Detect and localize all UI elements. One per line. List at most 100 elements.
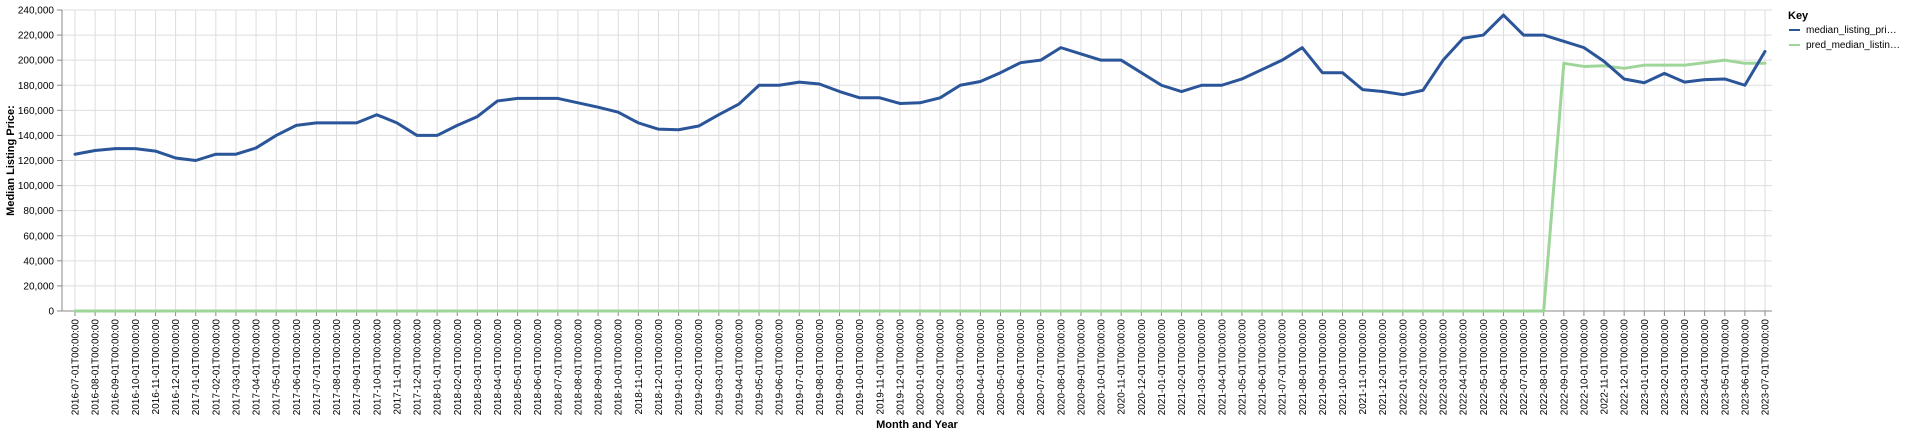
x-tick-label: 2017-07-01T00:00:00 (312, 319, 323, 416)
x-tick-label: 2023-05-01T00:00:00 (1720, 319, 1731, 416)
x-tick-label: 2019-11-01T00:00:00 (875, 319, 886, 415)
x-tick-label: 2021-02-01T00:00:00 (1177, 319, 1188, 416)
x-tick-label: 2016-10-01T00:00:00 (131, 319, 142, 416)
x-tick-label: 2020-05-01T00:00:00 (996, 319, 1007, 416)
y-tick-label: 0 (48, 307, 54, 318)
x-tick-label: 2018-12-01T00:00:00 (654, 319, 665, 416)
x-tick-label: 2022-04-01T00:00:00 (1459, 319, 1470, 416)
series-line-2 (73, 58, 1767, 313)
x-tick-label: 2022-03-01T00:00:00 (1439, 319, 1450, 416)
x-tick-label: 2023-07-01T00:00:00 (1761, 319, 1772, 416)
x-tick-label: 2020-07-01T00:00:00 (1036, 319, 1047, 416)
y-tick-label: 180,000 (18, 81, 55, 92)
x-tick-label: 2018-11-01T00:00:00 (634, 319, 645, 415)
x-axis-ticks: 2016-07-01T00:00:00 2016-08-01T00:00:00 20… (71, 311, 1772, 415)
y-axis-ticks: 0 20,000 40,000 60,000 80,000 100,000 120,000 1… (18, 6, 62, 318)
x-tick-label: 2023-04-01T00:00:00 (1700, 319, 1711, 416)
legend-title: Key (1788, 10, 1809, 22)
x-tick-label: 2020-03-01T00:00:00 (956, 319, 967, 416)
x-tick-label: 2022-08-01T00:00:00 (1539, 319, 1550, 416)
y-axis-title: Median Listing Price: (5, 105, 17, 216)
x-tick-label: 2020-08-01T00:00:00 (1056, 319, 1067, 416)
x-tick-label: 2023-01-01T00:00:00 (1640, 319, 1651, 416)
x-tick-label: 2018-05-01T00:00:00 (513, 319, 524, 416)
x-tick-label: 2018-06-01T00:00:00 (533, 319, 544, 416)
x-tick-label: 2020-01-01T00:00:00 (916, 319, 927, 416)
x-tick-label: 2016-11-01T00:00:00 (151, 319, 162, 415)
x-tick-label: 2021-07-01T00:00:00 (1278, 319, 1289, 416)
x-tick-label: 2018-09-01T00:00:00 (594, 319, 605, 416)
x-tick-label: 2017-11-01T00:00:00 (392, 319, 403, 415)
y-tick-label: 220,000 (18, 31, 55, 42)
x-tick-label: 2017-09-01T00:00:00 (352, 319, 363, 416)
x-tick-label: 2017-03-01T00:00:00 (231, 319, 242, 416)
y-tick-label: 120,000 (18, 156, 55, 167)
x-tick-label: 2019-01-01T00:00:00 (674, 319, 685, 416)
x-tick-label: 2022-09-01T00:00:00 (1559, 319, 1570, 416)
y-tick-label: 200,000 (18, 56, 55, 67)
y-tick-label: 80,000 (23, 206, 54, 217)
gridlines (62, 9, 1772, 312)
x-tick-label: 2017-04-01T00:00:00 (252, 319, 263, 416)
x-tick-label: 2017-01-01T00:00:00 (191, 319, 202, 416)
x-axis-title: Month and Year (876, 419, 958, 431)
x-tick-label: 2020-11-01T00:00:00 (1117, 319, 1128, 415)
x-tick-label: 2022-02-01T00:00:00 (1418, 319, 1429, 416)
x-tick-label: 2016-12-01T00:00:00 (171, 319, 182, 416)
x-tick-label: 2020-09-01T00:00:00 (1076, 319, 1087, 416)
y-tick-label: 60,000 (23, 231, 54, 242)
x-tick-label: 2019-04-01T00:00:00 (734, 319, 745, 416)
legend-entries: median_listing_pri… pred_median_listin… (1789, 25, 1900, 51)
x-tick-label: 2019-06-01T00:00:00 (775, 319, 786, 416)
legend-label: median_listing_pri… (1806, 25, 1897, 36)
x-tick-label: 2022-05-01T00:00:00 (1479, 319, 1490, 416)
x-tick-label: 2019-09-01T00:00:00 (835, 319, 846, 416)
x-tick-label: 2017-05-01T00:00:00 (272, 319, 283, 416)
x-tick-label: 2019-07-01T00:00:00 (795, 319, 806, 416)
x-tick-label: 2022-06-01T00:00:00 (1499, 319, 1510, 416)
x-tick-label: 2018-07-01T00:00:00 (553, 319, 564, 416)
y-tick-label: 40,000 (23, 256, 54, 267)
x-tick-label: 2016-07-01T00:00:00 (71, 319, 82, 416)
x-tick-label: 2016-09-01T00:00:00 (111, 319, 122, 416)
x-tick-label: 2021-09-01T00:00:00 (1318, 319, 1329, 416)
x-tick-label: 2016-08-01T00:00:00 (91, 319, 102, 416)
x-tick-label: 2022-07-01T00:00:00 (1519, 319, 1530, 416)
x-tick-label: 2021-11-01T00:00:00 (1358, 319, 1369, 415)
x-tick-label: 2018-01-01T00:00:00 (433, 319, 444, 416)
x-tick-label: 2019-12-01T00:00:00 (895, 319, 906, 416)
x-tick-label: 2022-11-01T00:00:00 (1600, 319, 1611, 415)
x-tick-label: 2020-12-01T00:00:00 (1137, 319, 1148, 416)
y-tick-label: 20,000 (23, 281, 54, 292)
x-tick-label: 2019-03-01T00:00:00 (714, 319, 725, 416)
x-tick-label: 2023-03-01T00:00:00 (1680, 319, 1691, 416)
series-line-1 (73, 13, 1767, 162)
x-tick-label: 2018-02-01T00:00:00 (453, 319, 464, 416)
x-tick-label: 2017-12-01T00:00:00 (413, 319, 424, 416)
x-tick-label: 2017-06-01T00:00:00 (292, 319, 303, 416)
x-tick-label: 2018-04-01T00:00:00 (493, 319, 504, 416)
x-tick-label: 2019-10-01T00:00:00 (855, 319, 866, 416)
x-tick-label: 2022-12-01T00:00:00 (1620, 319, 1631, 416)
x-tick-label: 2021-10-01T00:00:00 (1338, 319, 1349, 416)
x-tick-label: 2021-03-01T00:00:00 (1197, 319, 1208, 416)
x-tick-label: 2017-02-01T00:00:00 (211, 319, 222, 416)
legend-label: pred_median_listin… (1806, 40, 1900, 51)
x-tick-label: 2021-01-01T00:00:00 (1157, 319, 1168, 416)
x-tick-label: 2018-08-01T00:00:00 (573, 319, 584, 416)
x-tick-label: 2020-04-01T00:00:00 (976, 319, 987, 416)
x-tick-label: 2018-10-01T00:00:00 (614, 319, 625, 416)
x-tick-label: 2019-02-01T00:00:00 (694, 319, 705, 416)
x-tick-label: 2022-10-01T00:00:00 (1579, 319, 1590, 416)
x-tick-label: 2023-02-01T00:00:00 (1660, 319, 1671, 416)
y-tick-label: 100,000 (18, 181, 55, 192)
x-tick-label: 2018-03-01T00:00:00 (473, 319, 484, 416)
x-tick-label: 2021-06-01T00:00:00 (1258, 319, 1269, 416)
x-tick-label: 2019-05-01T00:00:00 (755, 319, 766, 416)
x-tick-label: 2020-06-01T00:00:00 (1016, 319, 1027, 416)
x-tick-label: 2019-08-01T00:00:00 (815, 319, 826, 416)
x-tick-label: 2021-04-01T00:00:00 (1217, 319, 1228, 416)
x-tick-label: 2017-10-01T00:00:00 (372, 319, 383, 416)
